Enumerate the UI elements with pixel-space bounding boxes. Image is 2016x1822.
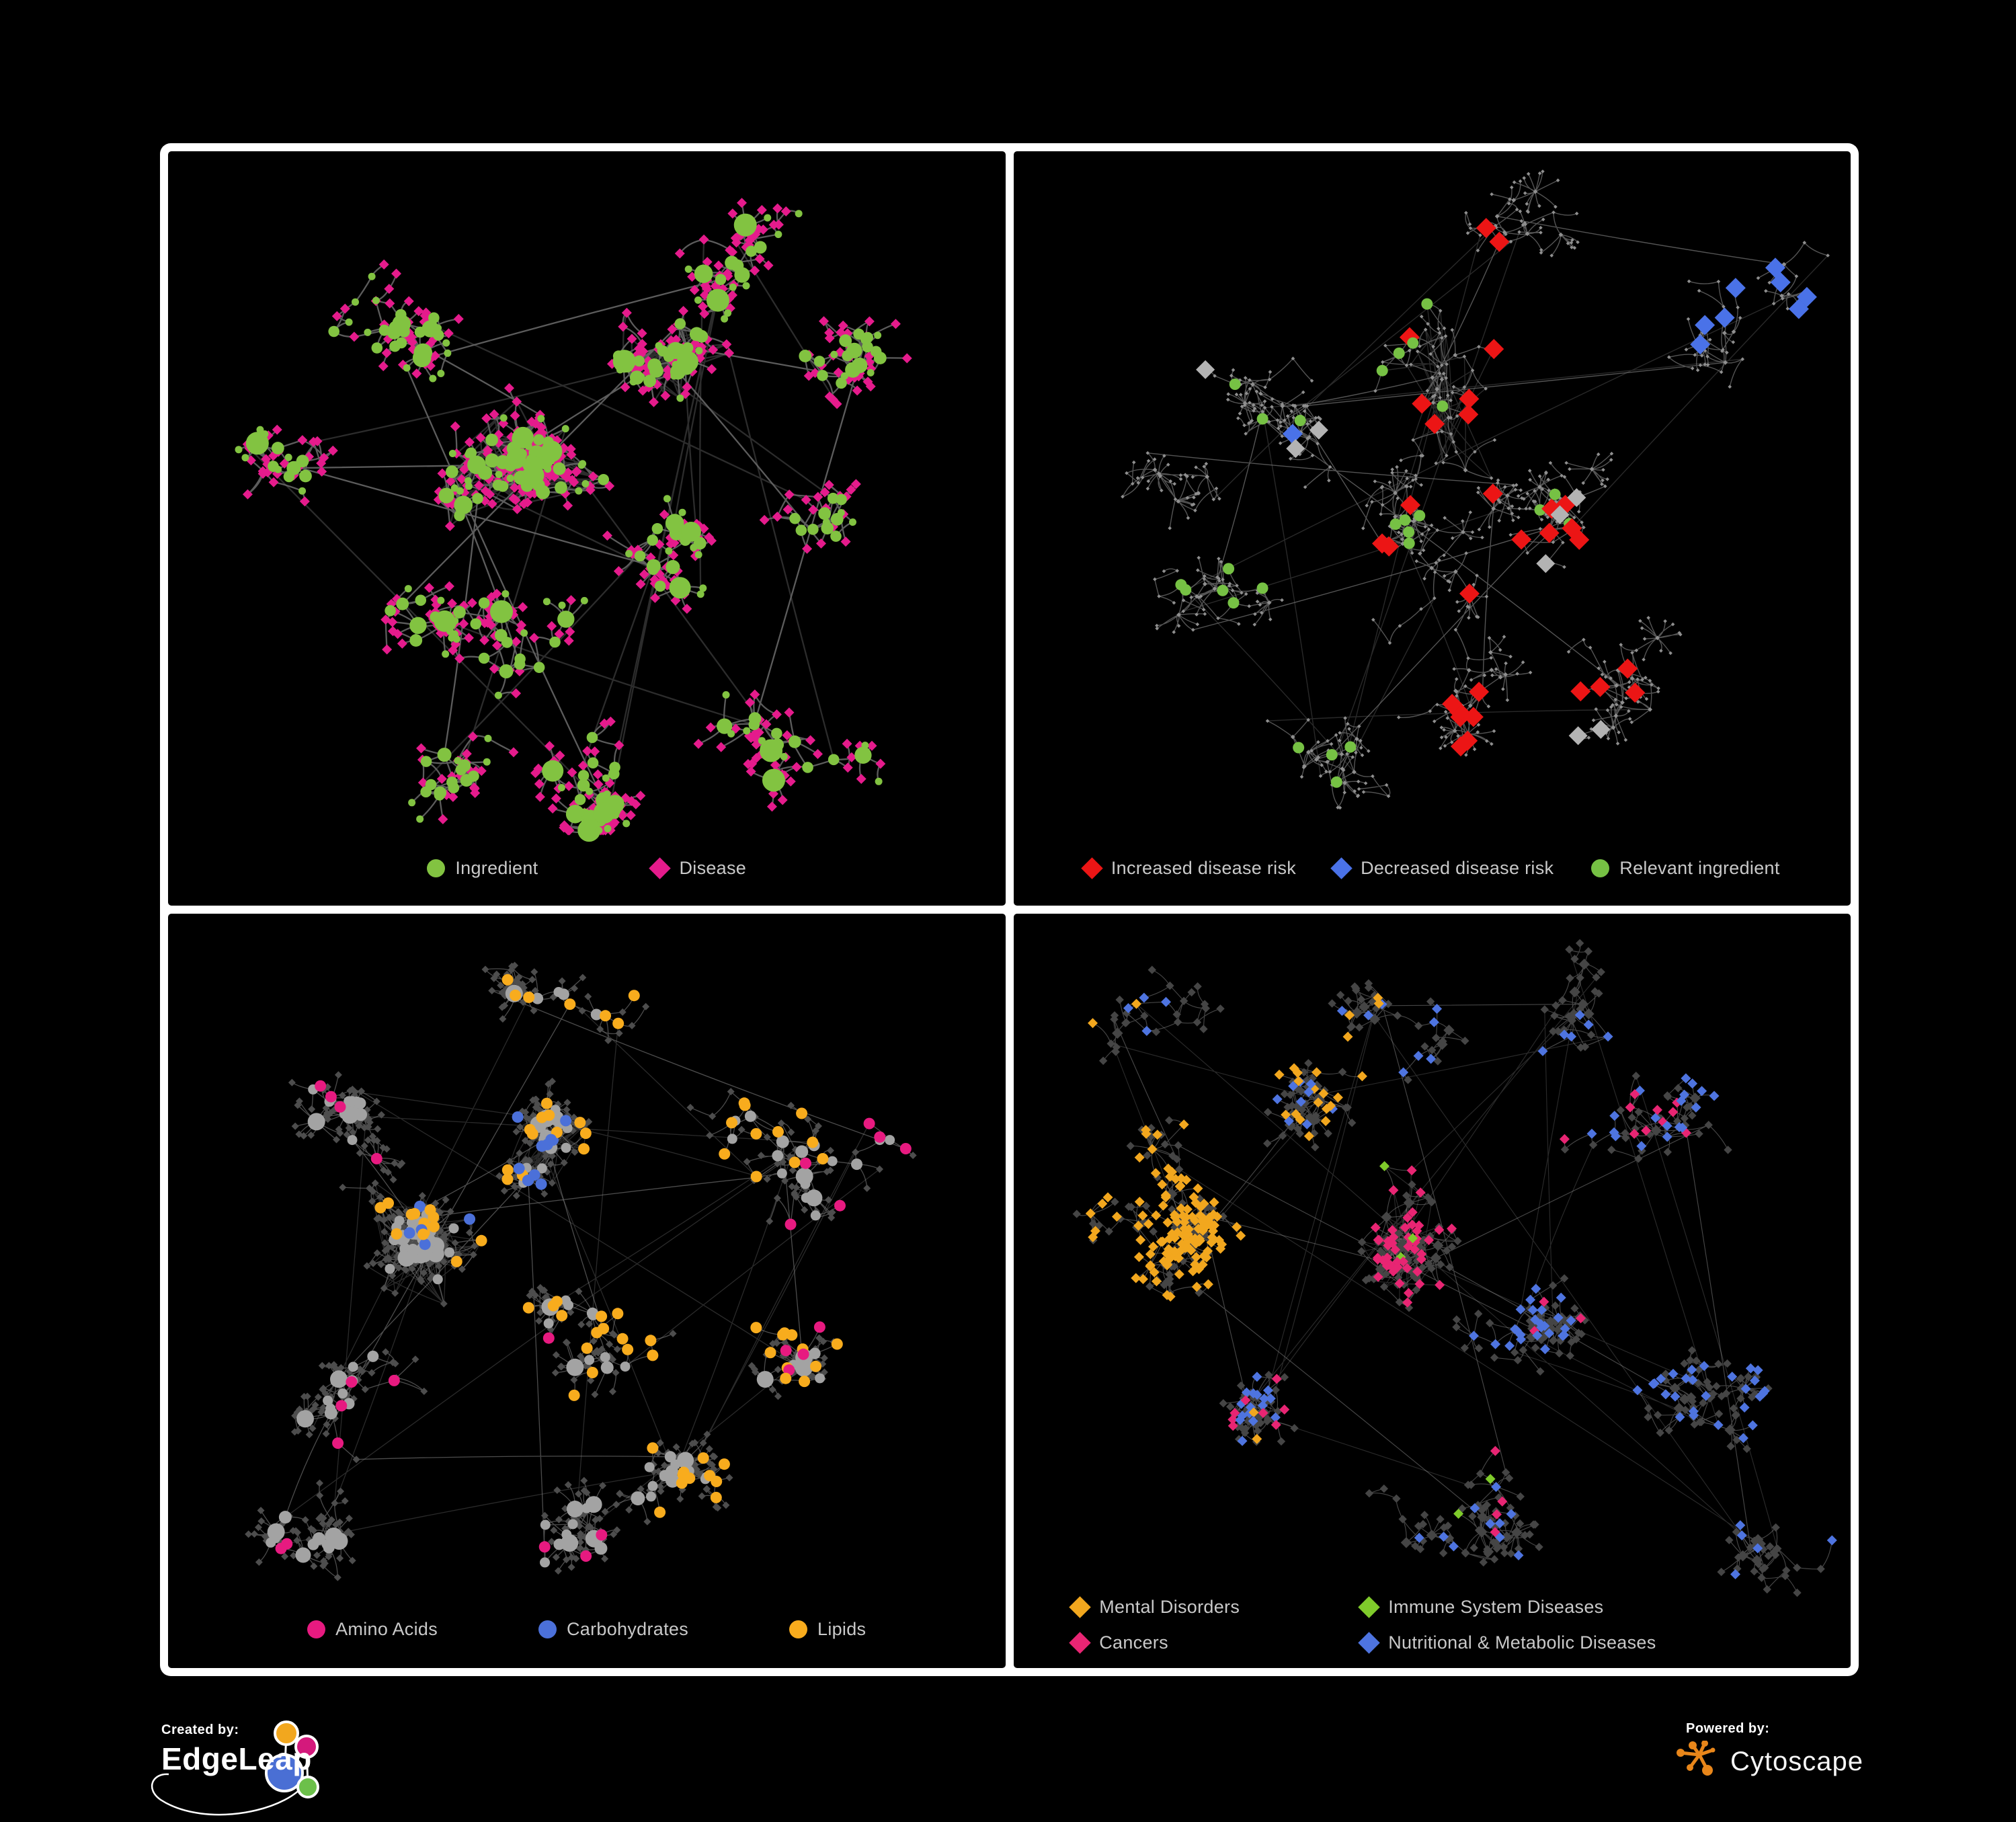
legend-label: Ingredient	[455, 858, 538, 878]
disease-diamond-icon	[649, 857, 672, 879]
legend-disease-risk: Increased disease risk Decreased disease…	[1014, 857, 1851, 879]
legend-label: Cancers	[1099, 1632, 1168, 1653]
edgeleap-logo	[151, 1720, 319, 1816]
legend-label: Amino Acids	[335, 1619, 438, 1639]
edgeleap-pink-node	[294, 1735, 319, 1759]
panel-nutrient-classes: Amino Acids Carbohydrates Lipids	[168, 914, 1006, 1668]
legend-item-cancers: Cancers	[1069, 1632, 1361, 1654]
cytoscape-brand-name: Cytoscape	[1730, 1746, 1863, 1776]
cancers-diamond-icon	[1069, 1632, 1092, 1654]
legend-item-nutritional-metabolic: Nutritional & Metabolic Diseases	[1358, 1632, 1791, 1654]
network-panels-board: Ingredient Disease Increased disease ris…	[160, 143, 1859, 1676]
edgeleap-green-node	[296, 1776, 319, 1798]
disease-risk-network-graph	[1120, 169, 1830, 810]
legend-item-amino-acids: Amino Acids	[307, 1619, 438, 1640]
legend-item-relevant-ingredient: Relevant ingredient	[1591, 858, 1779, 879]
created-by-block: Created by: EdgeLeap	[161, 1722, 312, 1777]
legend-label: Disease	[679, 858, 747, 878]
legend-ingredient-disease: Ingredient Disease	[168, 857, 1006, 879]
legend-item-lipids: Lipids	[789, 1619, 866, 1640]
legend-label: Carbohydrates	[567, 1619, 688, 1639]
ingredient-disease-network-graph	[235, 198, 912, 842]
relevant-ingredient-circle-icon	[1591, 859, 1610, 877]
edgeleap-swoosh	[151, 1773, 309, 1816]
ingredient-circle-icon	[427, 859, 446, 877]
created-by-label: Created by:	[161, 1722, 239, 1737]
cytoscape-logo	[1677, 1741, 1716, 1776]
panel-ingredient-disease: Ingredient Disease	[168, 151, 1006, 906]
legend-label: Immune System Diseases	[1388, 1597, 1604, 1617]
edgeleap-brand-name: EdgeLeap	[161, 1741, 312, 1776]
legend-label: Relevant ingredient	[1619, 858, 1780, 878]
lipids-circle-icon	[789, 1620, 807, 1638]
legend-item-ingredient: Ingredient	[427, 858, 538, 879]
nutritional-metabolic-diamond-icon	[1358, 1632, 1381, 1654]
immune-diseases-diamond-icon	[1358, 1596, 1381, 1618]
decreased-risk-diamond-icon	[1330, 857, 1353, 879]
increased-risk-diamond-icon	[1081, 857, 1103, 879]
legend-item-immune-diseases: Immune System Diseases	[1358, 1596, 1791, 1618]
disease-class-network-graph	[1072, 939, 1837, 1597]
panel-disease-classes: Mental Disorders Immune System Diseases …	[1013, 914, 1851, 1668]
amino-acids-circle-icon	[307, 1620, 326, 1638]
legend-label: Mental Disorders	[1099, 1597, 1240, 1617]
legend-nutrient-classes: Amino Acids Carbohydrates Lipids	[168, 1619, 1006, 1640]
panel-disease-risk: Increased disease risk Decreased disease…	[1013, 151, 1851, 906]
edgeleap-blue-node	[265, 1753, 304, 1792]
powered-by-block: Powered by: Cytoscape	[1677, 1721, 1863, 1782]
nutrient-class-network-graph	[245, 961, 917, 1581]
legend-label: Nutritional & Metabolic Diseases	[1388, 1632, 1656, 1653]
carbohydrates-circle-icon	[538, 1620, 557, 1638]
legend-label: Lipids	[817, 1619, 866, 1639]
cytoscape-logo-nodes	[1677, 1741, 1716, 1776]
legend-label: Decreased disease risk	[1361, 858, 1554, 878]
mental-disorders-diamond-icon	[1069, 1596, 1092, 1618]
legend-label: Increased disease risk	[1111, 858, 1297, 878]
legend-item-disease: Disease	[649, 857, 747, 879]
legend-item-decreased-risk: Decreased disease risk	[1330, 857, 1554, 879]
edgeleap-orange-node	[274, 1720, 299, 1746]
legend-item-mental-disorders: Mental Disorders	[1069, 1596, 1361, 1618]
legend-item-carbohydrates: Carbohydrates	[538, 1619, 688, 1640]
powered-by-label: Powered by:	[1686, 1721, 1770, 1736]
legend-item-increased-risk: Increased disease risk	[1081, 857, 1297, 879]
legend-disease-classes: Mental Disorders Immune System Diseases …	[1014, 1596, 1851, 1654]
